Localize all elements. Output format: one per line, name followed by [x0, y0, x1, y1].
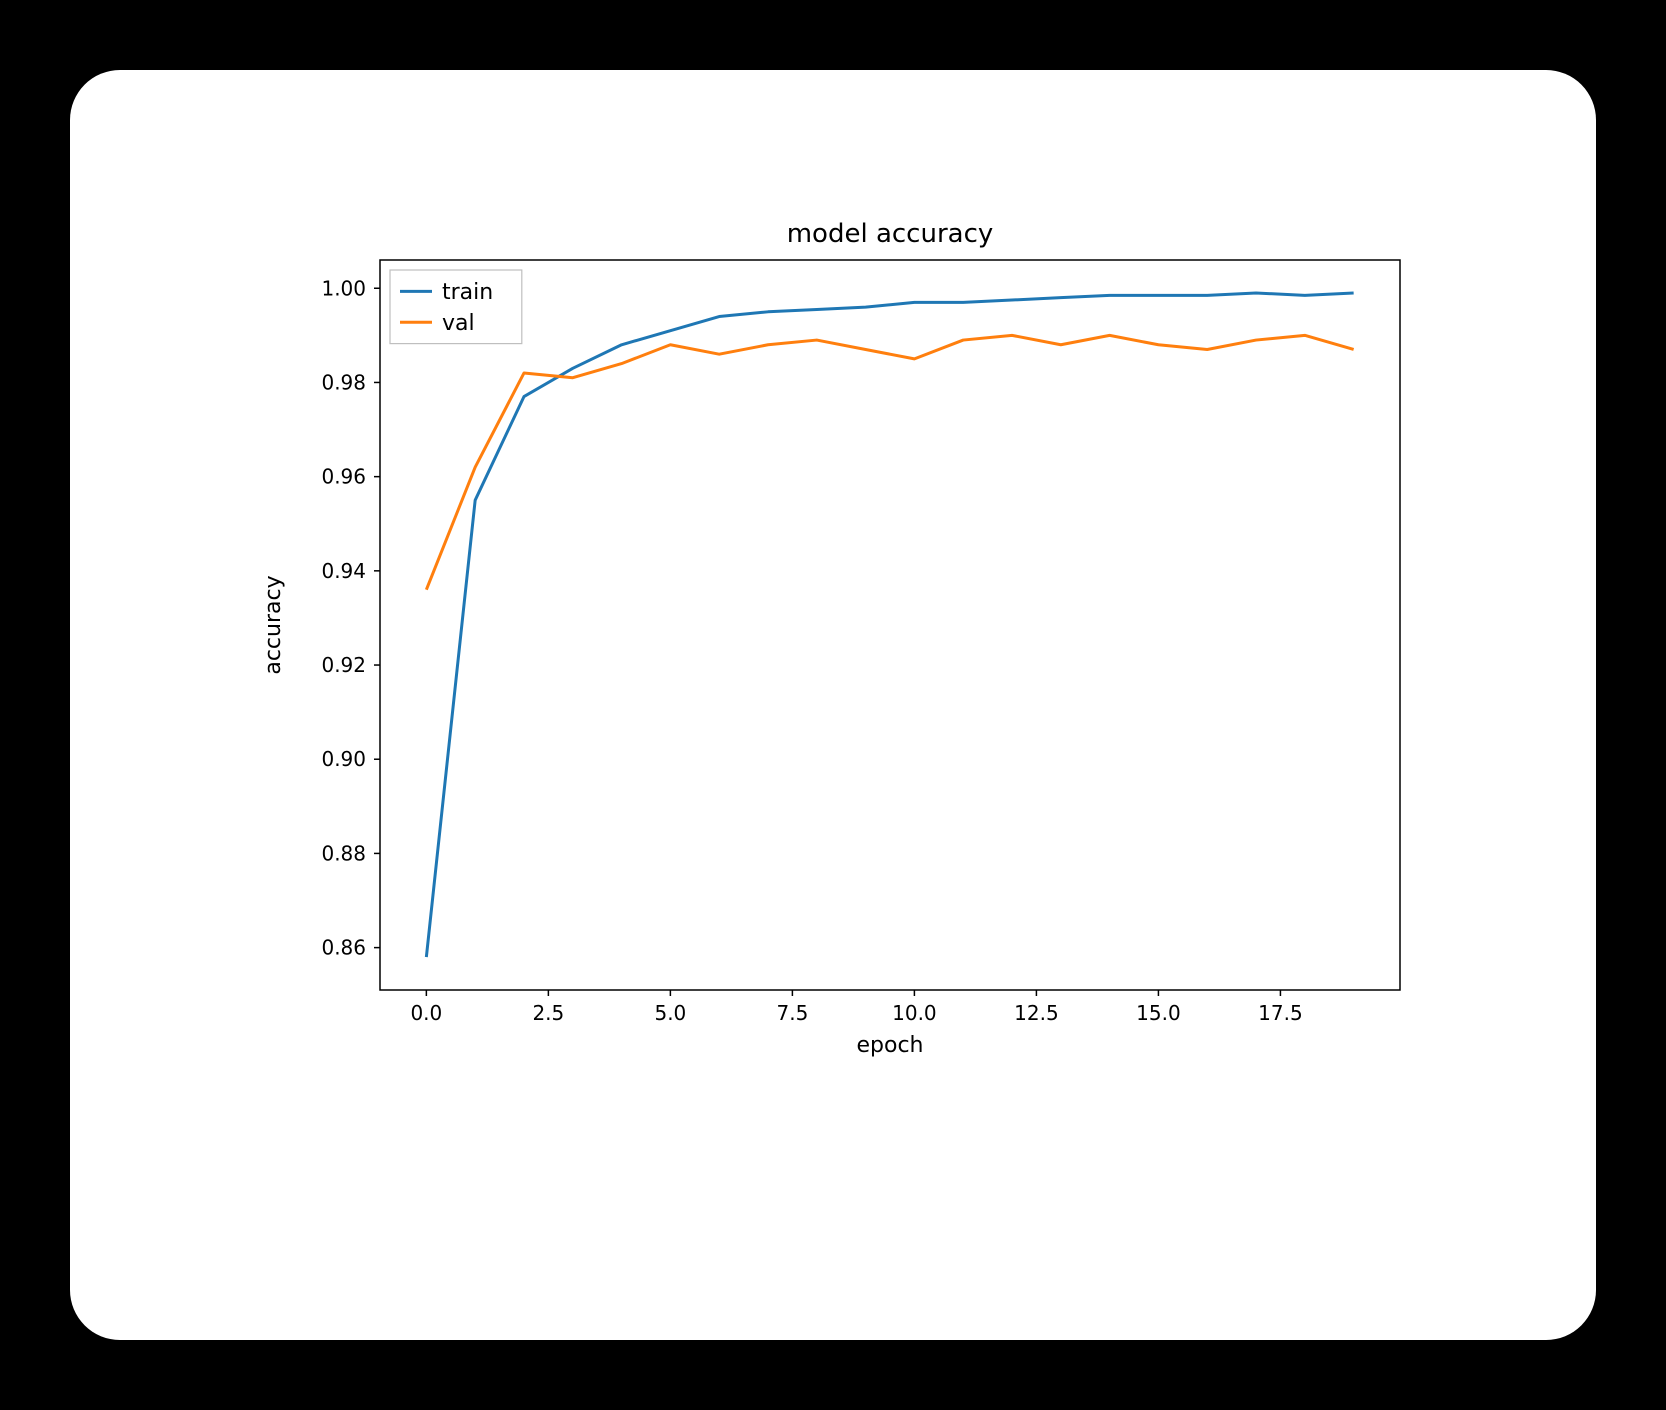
- svg-text:0.96: 0.96: [321, 465, 366, 489]
- svg-text:7.5: 7.5: [776, 1001, 808, 1025]
- svg-text:5.0: 5.0: [654, 1001, 686, 1025]
- svg-text:epoch: epoch: [857, 1033, 924, 1058]
- accuracy-chart: 0.0 2.5 5.0 7.5 10.0 12.5 15.0 17.5 0.86 0.88 0.90…: [230, 200, 1430, 1100]
- svg-text:train: train: [442, 280, 493, 305]
- card-panel: 0.0 2.5 5.0 7.5 10.0 12.5 15.0 17.5 0.86 0.88 0.90…: [70, 70, 1596, 1340]
- svg-text:0.92: 0.92: [321, 653, 366, 677]
- svg-text:2.5: 2.5: [532, 1001, 564, 1025]
- svg-text:1.00: 1.00: [321, 276, 366, 300]
- svg-text:0.0: 0.0: [410, 1001, 442, 1025]
- svg-text:0.98: 0.98: [321, 370, 366, 394]
- svg-text:0.86: 0.86: [321, 936, 366, 960]
- svg-text:0.90: 0.90: [321, 747, 366, 771]
- svg-text:12.5: 12.5: [1014, 1001, 1059, 1025]
- svg-text:val: val: [442, 311, 475, 336]
- svg-text:10.0: 10.0: [892, 1001, 937, 1025]
- svg-text:15.0: 15.0: [1136, 1001, 1181, 1025]
- svg-text:0.88: 0.88: [321, 841, 366, 865]
- svg-text:model accuracy: model accuracy: [787, 219, 994, 249]
- svg-text:17.5: 17.5: [1258, 1001, 1303, 1025]
- svg-text:0.94: 0.94: [321, 559, 366, 583]
- svg-text:accuracy: accuracy: [261, 575, 286, 674]
